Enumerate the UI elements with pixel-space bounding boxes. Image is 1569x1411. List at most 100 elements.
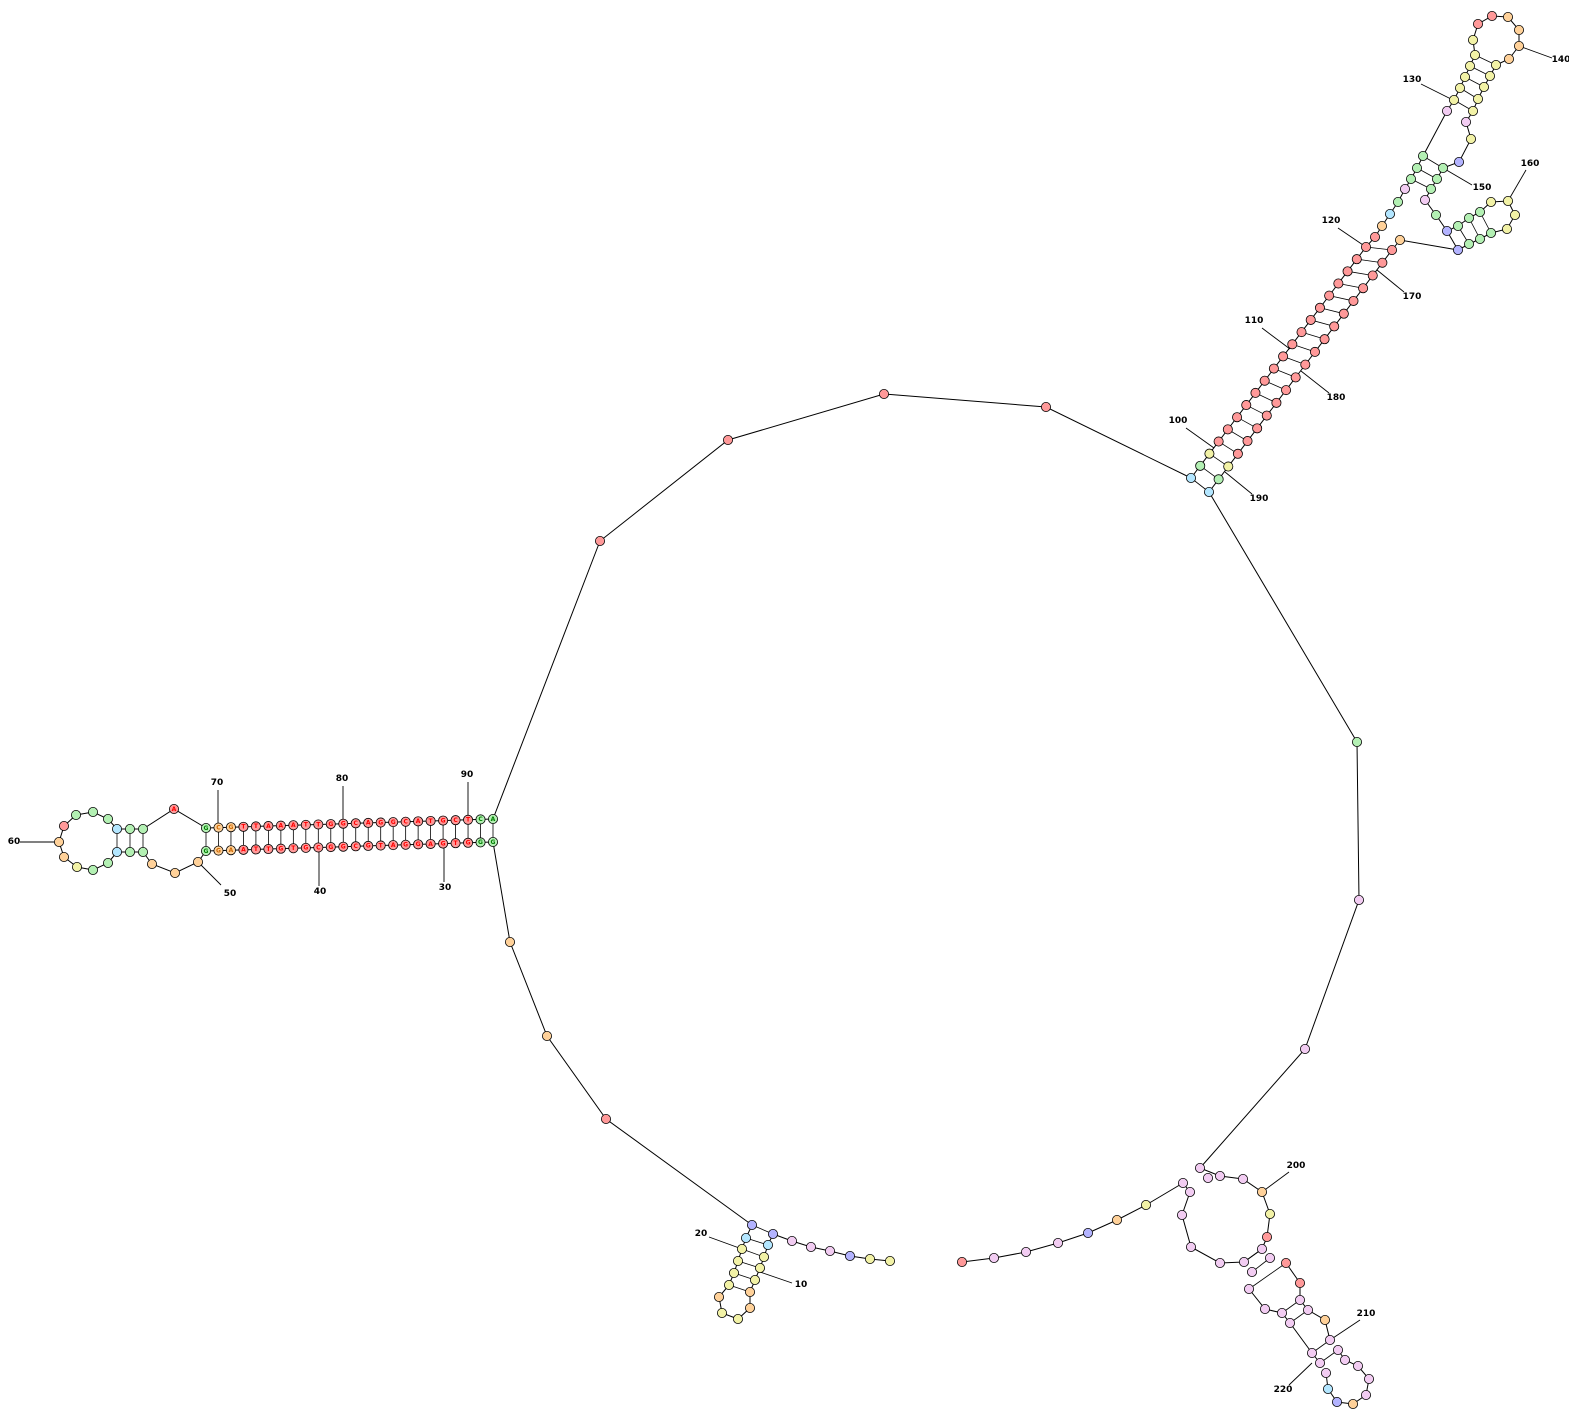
nucleotide-circle (1271, 397, 1282, 408)
nucleotide-letter: G (328, 821, 333, 828)
nucleotide-circle (1268, 363, 1279, 374)
nucleotide-letter: G (491, 839, 496, 846)
nucleotide-58 (112, 847, 123, 858)
nucleotide-149 (1232, 412, 1243, 423)
nucleotide-circle (1503, 11, 1514, 22)
nucleotide-176 (1319, 334, 1330, 345)
nucleotide-2: C (213, 822, 224, 833)
number-label-layer: 10 20 30 40 50 60 70 80 90 100 110 120 130 140 150 160 1… (8, 55, 1569, 1395)
nucleotide-circle (1455, 83, 1466, 94)
nucleotide-218 (1470, 50, 1481, 61)
nucleotide-circle (1053, 1238, 1064, 1249)
nucleotide-94 (787, 1236, 798, 1247)
nucleotide-circle (1354, 895, 1365, 906)
nucleotide-96 (825, 1246, 836, 1257)
nucleotide-circle (1177, 1210, 1188, 1221)
nucleotide-85 (763, 1240, 774, 1251)
nucleotide-circle (1259, 375, 1270, 386)
nucleotide-circle (714, 1292, 725, 1303)
nucleotide-137 (1353, 1361, 1364, 1372)
nucleotide-70 (879, 388, 890, 399)
nucleotide-circle (1186, 1242, 1197, 1253)
position-label-130: 130 (1403, 75, 1422, 85)
nucleotide-4: T (238, 821, 249, 832)
nucleotide-211 (1503, 195, 1514, 206)
nucleotide-152 (1259, 375, 1270, 386)
nucleotide-194 (1438, 162, 1449, 173)
nucleotide-33: G (300, 842, 311, 853)
nucleotide-circle (1239, 1257, 1250, 1268)
nucleotide-letter: T (429, 818, 434, 825)
nucleotide-99 (885, 1256, 896, 1267)
nucleotide-circle (263, 844, 274, 855)
nucleotide-208 (1475, 233, 1486, 244)
nucleotide-224 (1468, 35, 1479, 46)
nucleotide-letter: C (478, 816, 483, 823)
multiloop-right-arc (1199, 491, 1360, 1169)
nucleotide-circle (400, 816, 411, 827)
nucleotide-circle (1215, 1171, 1226, 1182)
position-label-30: 30 (439, 883, 452, 893)
nucleotide-circle (413, 839, 424, 850)
nucleotide-circle (1261, 410, 1272, 421)
nucleotide-circle (213, 845, 224, 856)
nucleotide-letter: G (303, 845, 308, 852)
nucleotide-circle (1468, 35, 1479, 46)
nucleotide-179 (1348, 295, 1359, 306)
nucleotide-200 (1453, 244, 1464, 255)
nucleotide-circle (1252, 423, 1263, 434)
nucleotide-letter: A (279, 822, 284, 829)
nucleotide-letter: C (354, 820, 359, 827)
nucleotide-circle (1420, 194, 1431, 205)
nucleotide-circle (103, 858, 114, 869)
nucleotide-221 (1479, 82, 1490, 93)
nucleotide-circle (1351, 254, 1362, 265)
nucleotide-letter: A (416, 818, 421, 825)
nucleotide-circle (363, 840, 374, 851)
number-tick (1300, 370, 1330, 394)
nucleotide-circle (1325, 1335, 1336, 1346)
nucleotide-circle (137, 847, 148, 858)
nucleotide-circle (1442, 106, 1453, 117)
nucleotide-circle (729, 1268, 740, 1279)
backbone-segment (1285, 1262, 1331, 1341)
nucleotide-13: C (350, 818, 361, 829)
nucleotide-letter: G (441, 840, 446, 847)
nucleotide-49: A (168, 804, 179, 815)
nucleotide-circle (825, 1246, 836, 1257)
nucleotide-19: T (425, 815, 436, 826)
nucleotide-29: T (250, 844, 261, 855)
nucleotide-104 (1083, 1228, 1094, 1239)
nucleotide-166 (1223, 461, 1234, 472)
nucleotide-circle (1309, 346, 1320, 357)
nucleotide-131 (1277, 1308, 1288, 1319)
nucleotide-circle (250, 844, 261, 855)
position-label-50: 50 (224, 889, 237, 899)
nucleotide-letter: G (341, 843, 346, 850)
number-tick (1337, 227, 1367, 248)
position-label-190: 190 (1250, 494, 1269, 504)
nucleotide-circle (450, 838, 461, 849)
nucleotide-153 (1268, 363, 1279, 374)
nucleotide-27: A (225, 845, 236, 856)
nucleotide-circle (125, 847, 136, 858)
nucleotide-letter: A (391, 842, 396, 849)
nucleotide-184 (1370, 231, 1381, 242)
nucleotide-215 (1455, 83, 1466, 94)
nucleotide-circle (1453, 244, 1464, 255)
nucleotide-circle (595, 536, 606, 547)
nucleotide-163 (1361, 241, 1372, 252)
position-label-140: 140 (1552, 55, 1569, 65)
nucleotide-letter: A (428, 841, 433, 848)
position-label-60: 60 (8, 837, 21, 847)
nucleotide-209 (1464, 238, 1475, 249)
nucleotide-128 (1320, 1315, 1331, 1326)
nucleotide-circle (413, 816, 424, 827)
nucleotide-83 (724, 1280, 735, 1291)
nucleotide-circle (1465, 61, 1476, 72)
nucleotide-109 (1215, 1171, 1226, 1182)
nucleotide-circle (989, 1253, 1000, 1264)
nucleotide-circle (1260, 1304, 1271, 1315)
nucleotide-letter: T (316, 821, 321, 828)
number-tick (1442, 167, 1473, 186)
